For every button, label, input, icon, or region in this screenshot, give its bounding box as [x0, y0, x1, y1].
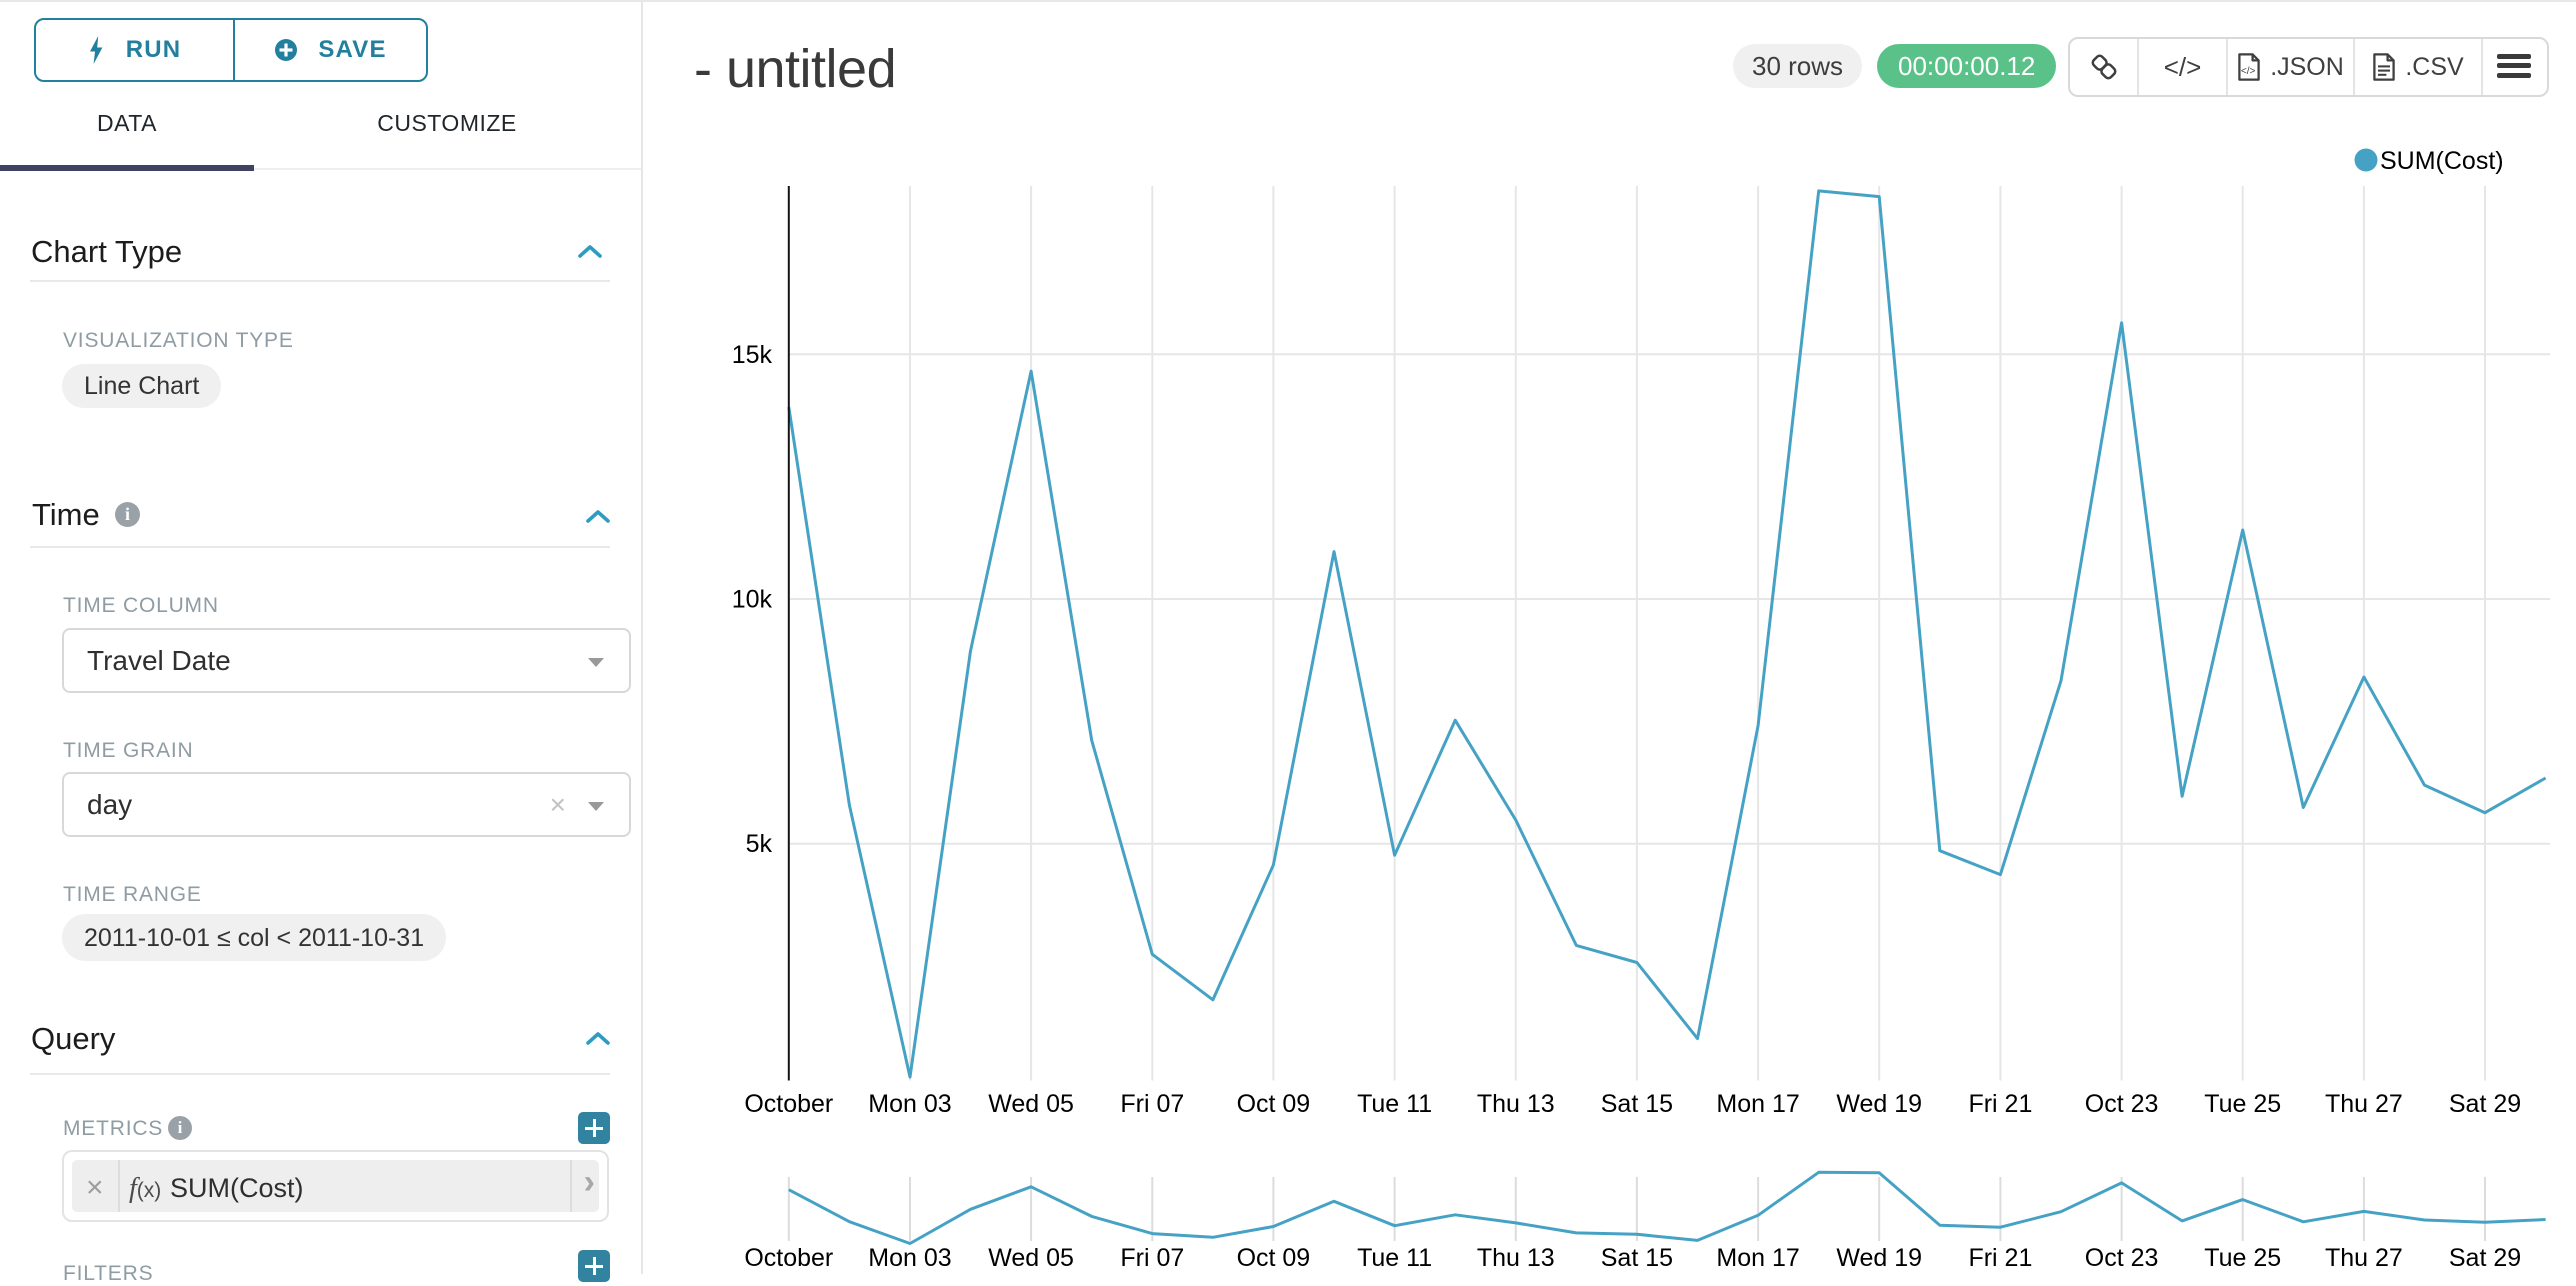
svg-text:Mon 17: Mon 17 — [1716, 1244, 1799, 1272]
svg-text:Thu 13: Thu 13 — [1477, 1090, 1555, 1118]
svg-text:Oct 09: Oct 09 — [1237, 1090, 1311, 1118]
svg-text:Sat 29: Sat 29 — [2449, 1090, 2521, 1118]
svg-text:October: October — [744, 1244, 833, 1272]
svg-text:Mon 03: Mon 03 — [868, 1090, 951, 1118]
svg-text:Oct 23: Oct 23 — [2085, 1244, 2159, 1272]
svg-text:Oct 23: Oct 23 — [2085, 1090, 2159, 1118]
svg-text:Mon 03: Mon 03 — [868, 1244, 951, 1272]
svg-text:Sat 15: Sat 15 — [1601, 1244, 1673, 1272]
svg-text:Mon 17: Mon 17 — [1716, 1090, 1799, 1118]
svg-text:Tue 11: Tue 11 — [1357, 1244, 1432, 1272]
svg-text:Fri 21: Fri 21 — [1968, 1090, 2032, 1118]
svg-text:Wed 19: Wed 19 — [1836, 1090, 1922, 1118]
svg-text:5k: 5k — [746, 830, 773, 858]
svg-text:Thu 27: Thu 27 — [2325, 1244, 2403, 1272]
svg-text:Tue 25: Tue 25 — [2204, 1244, 2281, 1272]
svg-text:Oct 09: Oct 09 — [1237, 1244, 1311, 1272]
svg-text:10k: 10k — [732, 586, 773, 614]
svg-text:Wed 19: Wed 19 — [1836, 1244, 1922, 1272]
svg-text:October: October — [744, 1090, 833, 1118]
svg-text:Thu 27: Thu 27 — [2325, 1090, 2403, 1118]
svg-text:Fri 07: Fri 07 — [1120, 1244, 1184, 1272]
svg-text:Fri 07: Fri 07 — [1120, 1090, 1184, 1118]
svg-text:</>: </> — [2241, 66, 2256, 77]
svg-text:15k: 15k — [732, 341, 773, 369]
svg-text:Tue 25: Tue 25 — [2204, 1090, 2281, 1118]
svg-text:Wed 05: Wed 05 — [988, 1244, 1074, 1272]
svg-text:Thu 13: Thu 13 — [1477, 1244, 1555, 1272]
svg-text:SUM(Cost): SUM(Cost) — [2380, 147, 2504, 175]
svg-text:Sat 29: Sat 29 — [2449, 1244, 2521, 1272]
svg-text:Sat 15: Sat 15 — [1601, 1090, 1673, 1118]
svg-text:Fri 21: Fri 21 — [1968, 1244, 2032, 1272]
svg-text:Tue 11: Tue 11 — [1357, 1090, 1432, 1118]
svg-text:Wed 05: Wed 05 — [988, 1090, 1074, 1118]
